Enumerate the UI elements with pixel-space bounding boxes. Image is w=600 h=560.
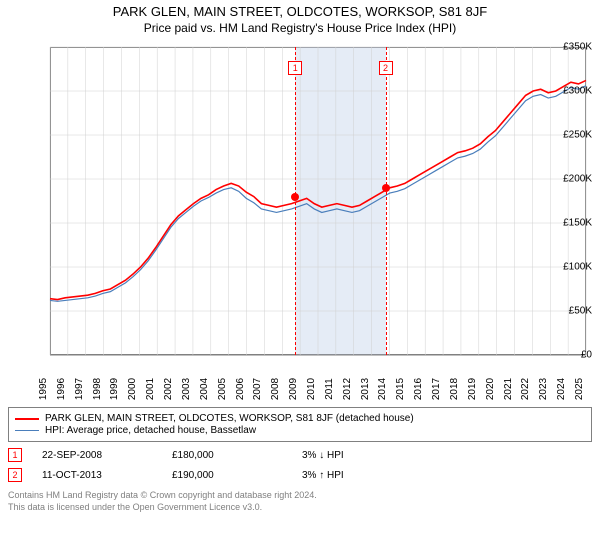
- sale-date: 22-SEP-2008: [42, 450, 152, 461]
- sale-marker-badge: 2: [379, 61, 393, 75]
- y-tick-label: £200K: [556, 174, 592, 185]
- legend-label: HPI: Average price, detached house, Bass…: [45, 425, 256, 436]
- legend-swatch: [15, 418, 39, 420]
- sale-marker-line: [386, 47, 387, 355]
- legend-swatch: [15, 430, 39, 431]
- y-tick-label: £0: [556, 350, 592, 361]
- sale-price: £190,000: [172, 470, 282, 481]
- sale-marker-dot: [291, 193, 299, 201]
- y-tick-label: £350K: [556, 42, 592, 53]
- y-tick-label: £50K: [556, 306, 592, 317]
- legend-row: HPI: Average price, detached house, Bass…: [15, 425, 585, 436]
- y-tick-label: £100K: [556, 262, 592, 273]
- sale-row: 2 11-OCT-2013 £190,000 3% ↑ HPI: [8, 468, 592, 482]
- footer-line: Contains HM Land Registry data © Crown c…: [8, 490, 592, 502]
- legend-label: PARK GLEN, MAIN STREET, OLDCOTES, WORKSO…: [45, 413, 414, 424]
- footer: Contains HM Land Registry data © Crown c…: [8, 490, 592, 513]
- chart-title: PARK GLEN, MAIN STREET, OLDCOTES, WORKSO…: [8, 4, 592, 19]
- x-tick-label: 2025: [574, 378, 598, 400]
- sale-marker-line: [295, 47, 296, 355]
- y-tick-label: £150K: [556, 218, 592, 229]
- sale-delta: 3% ↑ HPI: [302, 470, 412, 481]
- sale-marker-dot: [382, 184, 390, 192]
- y-tick-label: £300K: [556, 86, 592, 97]
- sale-badge: 2: [8, 468, 22, 482]
- sale-price: £180,000: [172, 450, 282, 461]
- sale-date: 11-OCT-2013: [42, 470, 152, 481]
- legend-row: PARK GLEN, MAIN STREET, OLDCOTES, WORKSO…: [15, 413, 585, 424]
- chart-svg: [8, 41, 592, 401]
- chart-subtitle: Price paid vs. HM Land Registry's House …: [8, 21, 592, 35]
- sale-row: 1 22-SEP-2008 £180,000 3% ↓ HPI: [8, 448, 592, 462]
- footer-line: This data is licensed under the Open Gov…: [8, 502, 592, 514]
- chart-container: PARK GLEN, MAIN STREET, OLDCOTES, WORKSO…: [0, 0, 600, 521]
- sale-marker-badge: 1: [288, 61, 302, 75]
- sale-delta: 3% ↓ HPI: [302, 450, 412, 461]
- chart-area: £0£50K£100K£150K£200K£250K£300K£350K1995…: [8, 41, 592, 401]
- sales-table: 1 22-SEP-2008 £180,000 3% ↓ HPI 2 11-OCT-2013…: [8, 448, 592, 482]
- y-tick-label: £250K: [556, 130, 592, 141]
- sale-badge: 1: [8, 448, 22, 462]
- legend: PARK GLEN, MAIN STREET, OLDCOTES, WORKSO…: [8, 407, 592, 442]
